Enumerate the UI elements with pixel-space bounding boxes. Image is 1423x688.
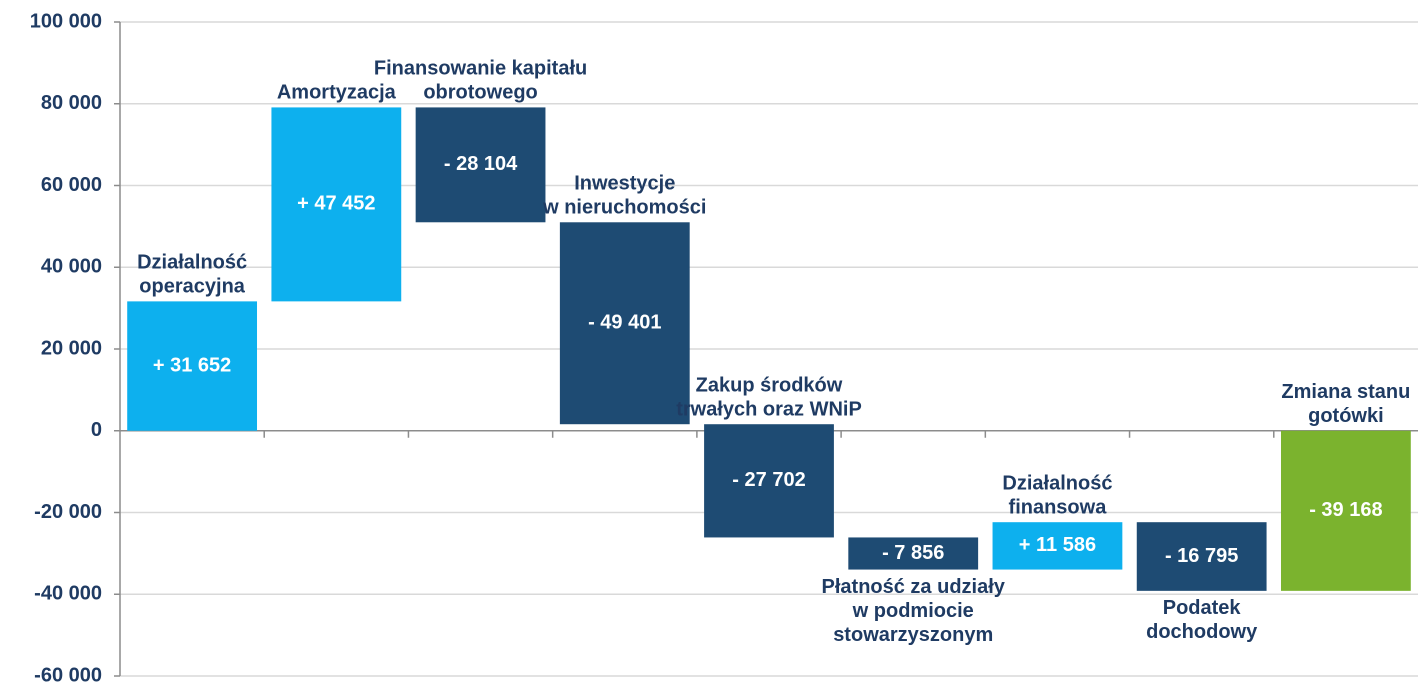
category-label: Działalność: [137, 252, 247, 274]
category-label: Inwestycje: [574, 173, 675, 195]
bar: [127, 301, 258, 431]
y-tick-label: -20 000: [34, 501, 102, 523]
y-tick-label: 40 000: [41, 256, 102, 278]
category-label: Amortyzacja: [277, 82, 397, 104]
category-label: w nieruchomości: [542, 197, 706, 219]
y-tick-label: -60 000: [34, 664, 102, 686]
value-label: + 47 452: [297, 193, 375, 215]
y-tick-label: 0: [91, 419, 102, 441]
value-label: - 49 401: [588, 312, 661, 334]
bar: [704, 424, 834, 538]
category-label: Płatność za udziały: [822, 576, 1006, 598]
y-tick-label: -40 000: [34, 583, 102, 605]
category-label: finansowa: [1009, 496, 1108, 518]
bar: [415, 107, 546, 223]
category-label: operacyjna: [139, 276, 245, 298]
category-label: w podmiocie: [852, 600, 974, 622]
value-label: - 7 856: [882, 542, 944, 564]
category-label: Działalność: [1002, 472, 1112, 494]
value-label: - 16 795: [1165, 545, 1238, 567]
category-label: Finansowanie kapitału: [374, 58, 587, 80]
bar: [848, 537, 979, 570]
y-tick-label: 60 000: [41, 174, 102, 196]
value-label: - 39 168: [1309, 499, 1382, 521]
y-tick-label: 20 000: [41, 337, 102, 359]
category-label: trwałych oraz WNiP: [676, 398, 862, 420]
category-label: gotówki: [1308, 405, 1384, 427]
y-tick-label: 80 000: [41, 92, 102, 114]
value-label: - 27 702: [732, 469, 805, 491]
category-label: dochodowy: [1146, 621, 1258, 643]
category-label: obrotowego: [423, 82, 537, 104]
bar: [271, 107, 402, 302]
bar: [1280, 430, 1411, 591]
category-label: Zmiana stanu: [1281, 381, 1410, 403]
y-tick-label: 100 000: [30, 10, 102, 32]
value-label: + 31 652: [153, 354, 231, 376]
category-label: stowarzyszonym: [833, 624, 993, 646]
value-label: - 28 104: [444, 153, 518, 175]
bar: [1136, 522, 1267, 591]
bar: [559, 222, 690, 425]
value-label: + 11 586: [1019, 534, 1096, 556]
category-label: Podatek: [1163, 597, 1242, 619]
category-label: Zakup środków: [696, 374, 843, 396]
bar: [992, 522, 1123, 570]
